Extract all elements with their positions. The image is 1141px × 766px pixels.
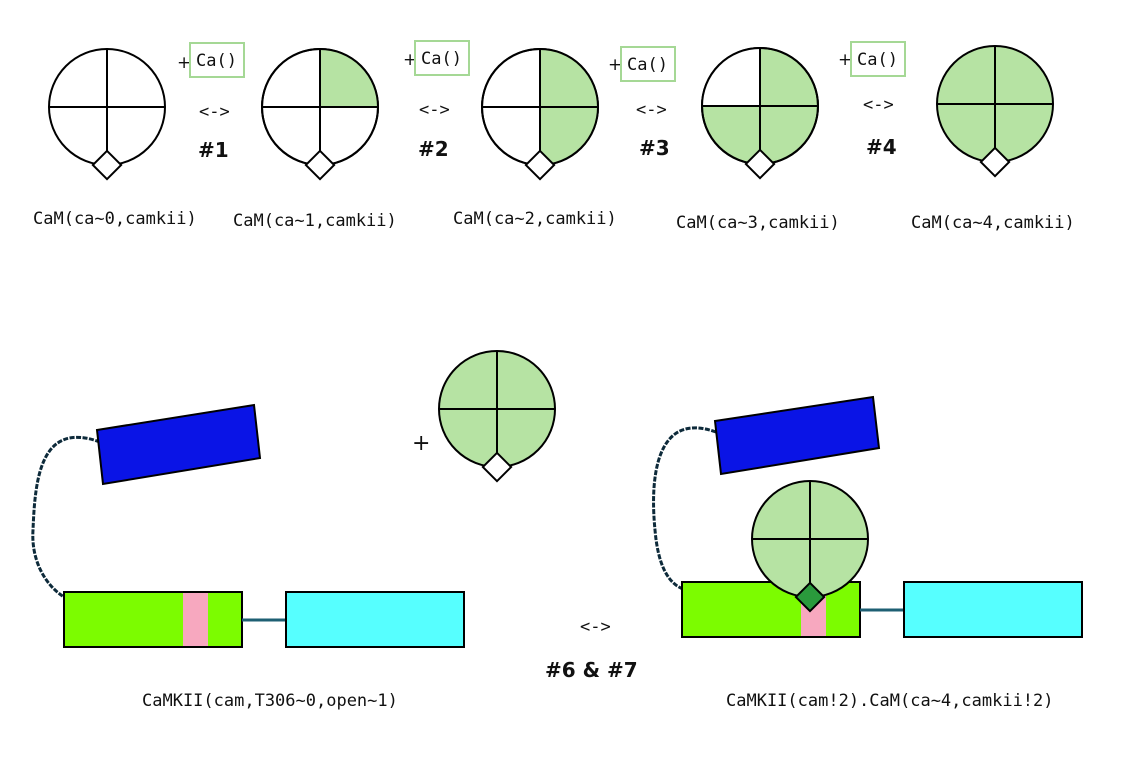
hub-domain [903, 581, 1083, 638]
cam-state-label-0: CaM(ca~0,camkii) [33, 209, 197, 229]
reaction-number: #1 [198, 138, 229, 162]
binding-site-diamond [91, 149, 123, 181]
kinase-domain [63, 591, 243, 648]
cam-state-label-1: CaM(ca~1,camkii) [233, 211, 397, 231]
calcium-label: Ca() [857, 50, 898, 70]
hub-domain [285, 591, 465, 648]
reaction-number: #3 [639, 136, 670, 160]
binding-site-diamond [524, 149, 556, 181]
reaction-number: #2 [418, 137, 449, 161]
calcium-box [620, 46, 676, 82]
calcium-box [189, 42, 245, 78]
cam-state-label-3: CaM(ca~3,camkii) [676, 213, 840, 233]
flexible-linker [652, 426, 717, 592]
cam-state-label-4: CaM(ca~4,camkii) [911, 213, 1075, 233]
bound-binding-site-diamond [794, 581, 826, 613]
reversible-arrow: <-> [199, 102, 230, 122]
plus-sign: + [608, 55, 622, 75]
reaction-step-1: + Ca() <-> #1 [177, 42, 245, 162]
binding-site-diamond [304, 149, 336, 181]
camkii-open [31, 403, 465, 648]
camkii-cam-complex-label: CaMKII(cam!2).CaM(ca~4,camkii!2) [726, 691, 1054, 711]
reversible-arrow: <-> [419, 100, 450, 120]
reversible-arrow: <-> [636, 100, 667, 120]
regulatory-domain [713, 395, 881, 476]
calcium-label: Ca() [196, 51, 237, 71]
calcium-box [414, 40, 470, 76]
cam-state-0 [48, 48, 166, 181]
binding-reaction-number: #6 & #7 [545, 658, 638, 682]
reaction-step-3: + Ca() <-> #3 [608, 46, 676, 160]
reversible-arrow: <-> [863, 95, 894, 115]
cam-state-2 [481, 48, 599, 181]
camkii-cam-complex [652, 395, 1083, 638]
calcium-label: Ca() [627, 55, 668, 75]
calcium-box [850, 41, 906, 77]
reaction-number: #4 [866, 135, 897, 159]
cam-state-1 [261, 48, 379, 181]
reaction-step-4: + Ca() <-> #4 [838, 41, 906, 159]
cam-state-3 [701, 47, 819, 180]
plus-sign: + [838, 50, 852, 70]
binding-plus-sign: + [412, 431, 430, 456]
binding-site-diamond [744, 148, 776, 180]
cam-state-label-2: CaM(ca~2,camkii) [453, 209, 617, 229]
plus-sign: + [177, 53, 191, 73]
camkii-open-label: CaMKII(cam,T306~0,open~1) [142, 691, 398, 711]
binding-site-diamond [979, 146, 1011, 178]
cam-free-full [438, 350, 556, 483]
flexible-linker [31, 435, 101, 599]
cam-state-4 [936, 45, 1054, 178]
t306-site [183, 592, 208, 647]
regulatory-domain [95, 403, 262, 486]
reaction-step-2: + Ca() <-> #2 [403, 40, 470, 161]
calcium-label: Ca() [421, 49, 462, 69]
plus-sign: + [403, 50, 417, 70]
binding-arrow: <-> [580, 617, 611, 637]
binding-site-diamond [481, 451, 513, 483]
